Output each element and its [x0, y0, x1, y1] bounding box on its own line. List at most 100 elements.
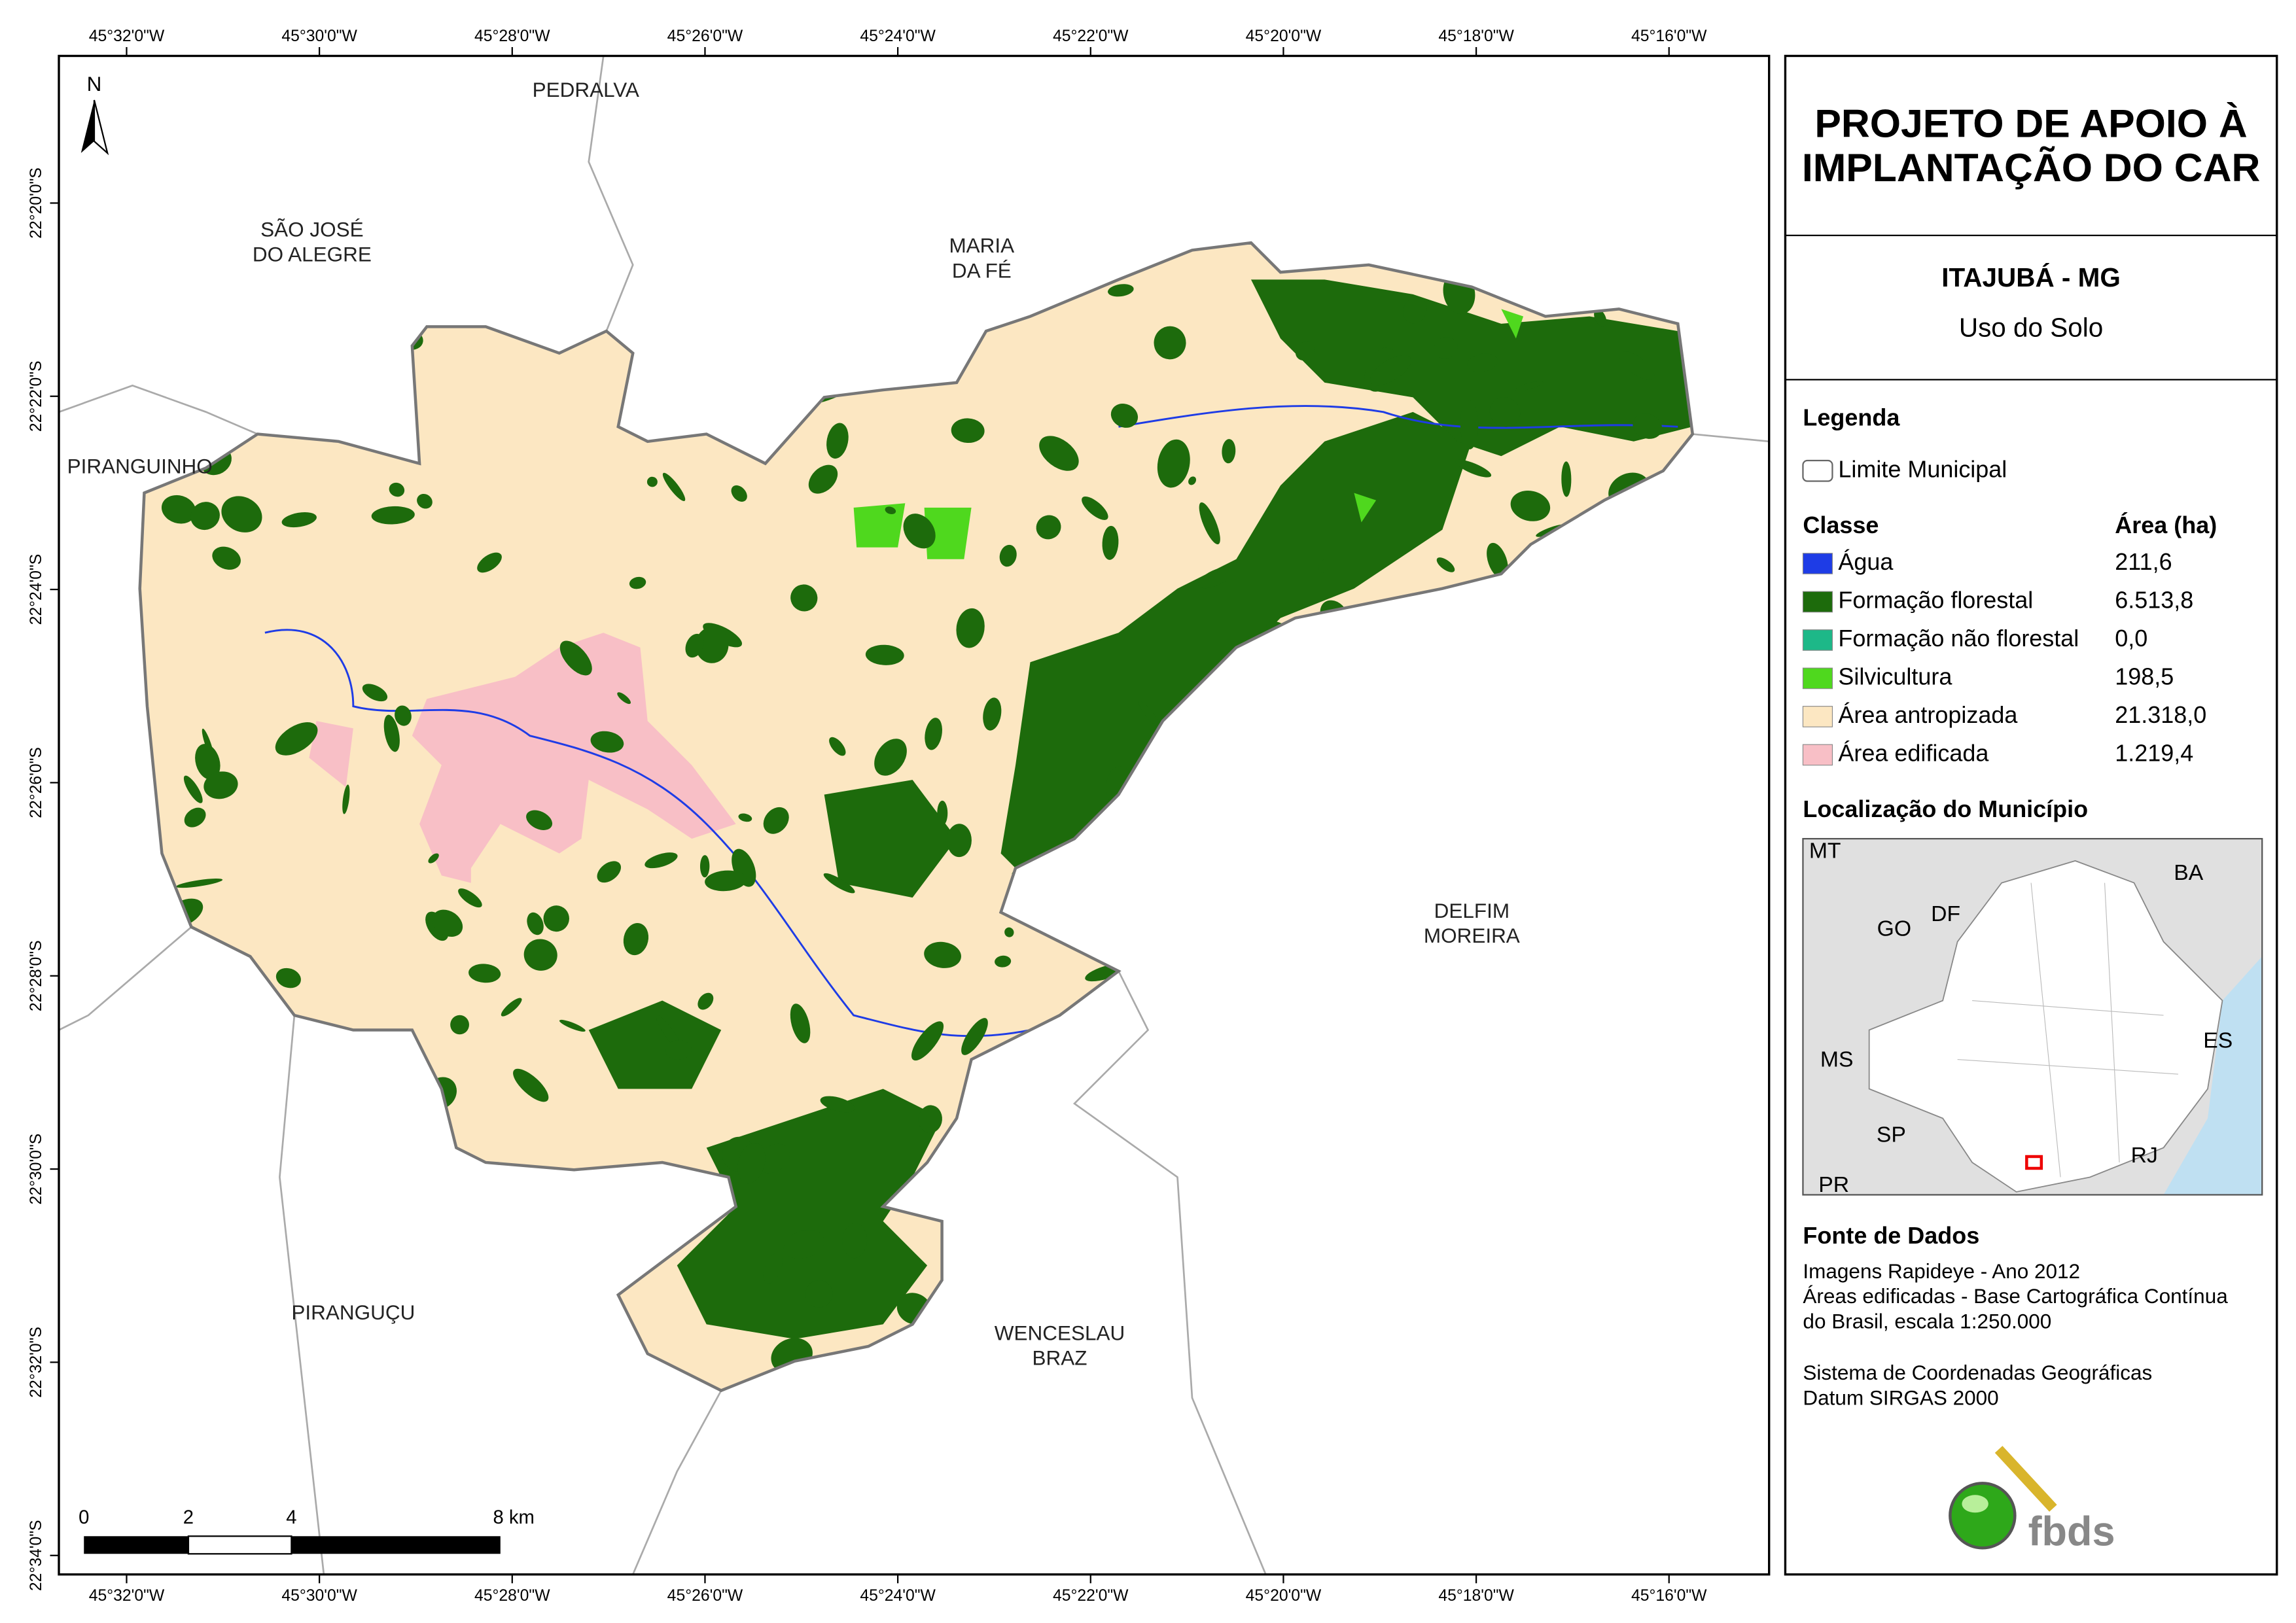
forest-patch [995, 955, 1012, 968]
forest-patch [501, 998, 522, 1017]
forest-patch [1222, 439, 1236, 464]
forest-patch [911, 1021, 944, 1061]
title: PROJETO DE APOIO À [1814, 101, 2247, 145]
title: IMPLANTAÇÃO DO CAR [1802, 145, 2260, 190]
class-name: Formação florestal [1838, 586, 2033, 613]
forest-patch [826, 423, 849, 459]
forest-patch [371, 506, 415, 525]
forest-patch [705, 870, 747, 892]
neighbor-label: DA FÉ [952, 258, 1012, 282]
forest-patch [1036, 515, 1061, 540]
neighbor-boundaries [59, 56, 1769, 1575]
forest-patch [428, 853, 439, 864]
forest-patch [1434, 337, 1458, 359]
neighbor-label: PIRANGUINHO [67, 455, 213, 478]
forest-patch [1110, 404, 1139, 428]
forest-patch [477, 552, 502, 573]
boundary-label: Limite Municipal [1838, 455, 2007, 482]
state-label: PR [1818, 1172, 1849, 1197]
class-area: 21.318,0 [2115, 701, 2206, 728]
forest-patch [523, 939, 557, 971]
forest-patch [1633, 413, 1663, 439]
forest-patch [842, 1223, 868, 1259]
source-line: do Brasil, escala 1:250.000 [1803, 1309, 2051, 1333]
class-swatch [1802, 591, 1833, 613]
forest-patch [1004, 927, 1014, 937]
locator-map [1803, 839, 2263, 1195]
forest-patch [738, 813, 752, 822]
neighbor-label: MOREIRA [1424, 924, 1520, 947]
bottom-coord-label: 45°26'0"W [667, 1587, 743, 1605]
class-name: Área antropizada [1838, 701, 2017, 728]
state-label: BA [2174, 860, 2203, 885]
forest-patch [1157, 439, 1190, 488]
forest-patch [1594, 309, 1607, 327]
logo-text: fbds [2028, 1509, 2115, 1555]
forest-patch [1403, 296, 1427, 324]
forest-patch [1510, 491, 1551, 521]
forest-patch [468, 964, 501, 983]
forest-patch [925, 718, 942, 750]
locator-frame [1802, 837, 2263, 1196]
scale-label: 2 [183, 1507, 194, 1528]
class-area: 1.219,4 [2115, 739, 2193, 766]
forest-patch [161, 495, 196, 524]
class-area: 6.513,8 [2115, 586, 2193, 613]
forest-patch [212, 546, 241, 570]
north-arrow: N [80, 72, 109, 156]
logo: fbds [1949, 1446, 2115, 1555]
class-area: 198,5 [2115, 663, 2174, 689]
left-coord-label: 22°22'0"S [27, 360, 45, 432]
subtitle: Uso do Solo [1959, 313, 2103, 343]
forest-patch [1082, 497, 1108, 520]
neighbor-label: DELFIM [1434, 899, 1510, 922]
top-coord-label: 45°26'0"W [667, 27, 743, 45]
forest-patch [699, 855, 710, 878]
forest-patch [731, 485, 747, 502]
north-label: N [87, 72, 102, 96]
forest-patch [176, 878, 223, 888]
left-coord-label: 22°32'0"S [27, 1327, 45, 1398]
forest-patch [1108, 284, 1134, 297]
class-name: Água [1838, 548, 1893, 575]
forest-patch [961, 1018, 988, 1055]
crs-line: Datum SIRGAS 2000 [1803, 1386, 1998, 1409]
forest-patch [951, 418, 985, 444]
top-coord-label: 45°30'0"W [281, 27, 357, 45]
neighbor-label: MARIA [949, 234, 1014, 257]
forest-patch [432, 909, 463, 937]
top-coord-label: 45°16'0"W [1631, 27, 1707, 45]
map-frame [58, 54, 1771, 1576]
forest-patch [695, 627, 729, 663]
scale-label: 8 km [493, 1507, 535, 1528]
forest-patch [662, 472, 686, 501]
forest-patch [645, 852, 678, 869]
forest-patch [1039, 436, 1079, 471]
forest-patch [1197, 567, 1233, 589]
forest-patch [820, 1096, 855, 1113]
forest-patch [629, 576, 646, 589]
top-coord-label: 45°20'0"W [1246, 27, 1322, 45]
left-coord-label: 22°24'0"S [27, 554, 45, 625]
top-coord-label: 45°32'0"W [89, 27, 165, 45]
forest-patch [1467, 353, 1498, 372]
forest-patch [417, 493, 433, 509]
forest-patch [543, 905, 569, 932]
forest-patch [195, 744, 221, 780]
forest-patch [617, 692, 631, 705]
neighbor-label: WENCESLAU [995, 1321, 1125, 1344]
source-line: Áreas edificadas - Base Cartográfica Con… [1803, 1284, 2228, 1308]
forest-patch [865, 644, 904, 665]
forest-patch [763, 807, 789, 834]
forest-patch [790, 1003, 811, 1043]
forest-patch [823, 873, 855, 894]
forest-patch [597, 861, 622, 883]
crs-line: Sistema de Coordenadas Geográficas [1803, 1361, 2152, 1384]
forest-patch [559, 1019, 586, 1032]
bottom-coord-label: 45°22'0"W [1053, 1587, 1129, 1605]
class-swatch [1802, 629, 1833, 651]
neighbor-label: DO ALEGRE [253, 243, 372, 266]
bottom-coord-label: 45°24'0"W [860, 1587, 936, 1605]
